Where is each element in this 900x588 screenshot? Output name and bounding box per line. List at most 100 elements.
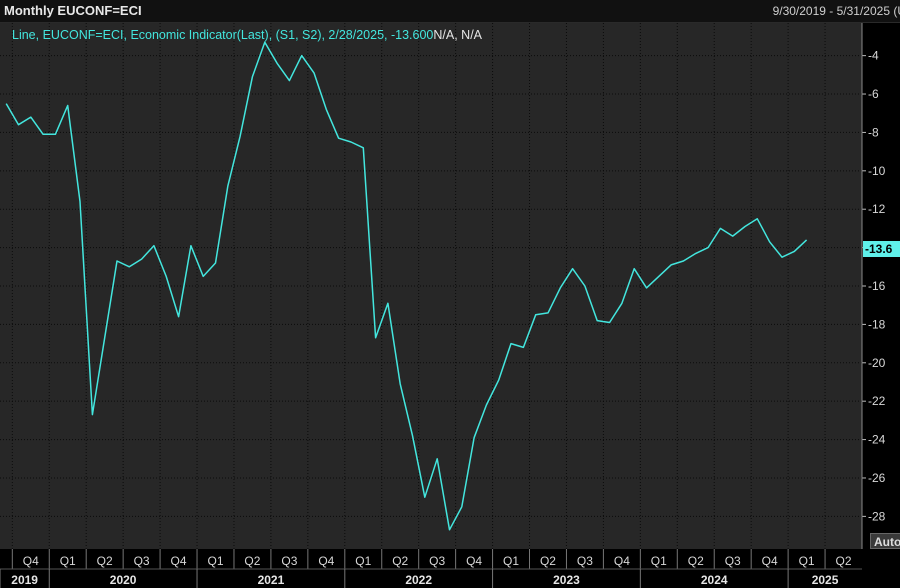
data-point[interactable] bbox=[127, 265, 131, 269]
data-point[interactable] bbox=[706, 246, 710, 250]
legend-na: N/A, N/A bbox=[433, 28, 483, 42]
auto-scale-button[interactable]: Auto bbox=[870, 533, 900, 549]
data-point[interactable] bbox=[743, 224, 747, 228]
data-point[interactable] bbox=[140, 257, 144, 261]
data-point[interactable] bbox=[534, 313, 538, 317]
y-tick-label: -18 bbox=[868, 317, 886, 331]
data-point[interactable] bbox=[250, 75, 254, 79]
x-quarter-label: Q2 bbox=[688, 554, 704, 568]
data-point[interactable] bbox=[435, 457, 439, 461]
grid-lines bbox=[0, 23, 862, 549]
data-point[interactable] bbox=[805, 238, 809, 242]
y-tick-label: -20 bbox=[868, 356, 886, 370]
legend[interactable]: Line, EUCONF=ECI, Economic Indicator(Las… bbox=[12, 28, 482, 42]
data-point[interactable] bbox=[177, 315, 181, 319]
data-point[interactable] bbox=[768, 240, 772, 244]
data-point[interactable] bbox=[226, 184, 230, 188]
data-point[interactable] bbox=[324, 107, 328, 111]
y-tick-label: -24 bbox=[868, 433, 886, 447]
data-point[interactable] bbox=[214, 261, 218, 265]
data-point[interactable] bbox=[337, 136, 341, 140]
data-point[interactable] bbox=[189, 244, 193, 248]
data-point[interactable] bbox=[4, 102, 8, 106]
data-point[interactable] bbox=[546, 311, 550, 315]
x-quarter-label: Q3 bbox=[577, 554, 593, 568]
data-point[interactable] bbox=[620, 301, 624, 305]
data-point[interactable] bbox=[509, 342, 513, 346]
data-point[interactable] bbox=[447, 528, 451, 532]
x-year-label: 2023 bbox=[553, 573, 580, 587]
data-point[interactable] bbox=[681, 259, 685, 263]
x-quarter-label: Q2 bbox=[392, 554, 408, 568]
data-point[interactable] bbox=[669, 263, 673, 267]
data-point[interactable] bbox=[386, 301, 390, 305]
plot-area[interactable] bbox=[0, 23, 862, 549]
data-point[interactable] bbox=[90, 413, 94, 417]
y-tick-label: -26 bbox=[868, 471, 886, 485]
x-year-label: 2022 bbox=[405, 573, 432, 587]
series-polyline[interactable] bbox=[5, 41, 808, 531]
last-value-badge: -13.6 bbox=[863, 241, 900, 257]
y-tick-label: -6 bbox=[868, 87, 879, 101]
y-tick-label: -22 bbox=[868, 394, 886, 408]
data-point[interactable] bbox=[349, 140, 353, 144]
data-point[interactable] bbox=[164, 274, 168, 278]
y-tick-label: -4 bbox=[868, 49, 879, 63]
x-quarter-label: Q2 bbox=[244, 554, 260, 568]
data-point[interactable] bbox=[152, 244, 156, 248]
data-point[interactable] bbox=[718, 226, 722, 230]
data-point[interactable] bbox=[66, 104, 70, 108]
x-quarter-label: Q2 bbox=[836, 554, 852, 568]
data-point[interactable] bbox=[29, 115, 33, 119]
data-point[interactable] bbox=[115, 259, 119, 263]
data-point[interactable] bbox=[521, 345, 525, 349]
data-point[interactable] bbox=[16, 123, 20, 127]
data-point[interactable] bbox=[361, 146, 365, 150]
data-point[interactable] bbox=[595, 319, 599, 323]
data-point[interactable] bbox=[780, 255, 784, 259]
data-point[interactable] bbox=[41, 132, 45, 136]
data-point[interactable] bbox=[312, 71, 316, 75]
data-point[interactable] bbox=[201, 274, 205, 278]
data-point[interactable] bbox=[583, 284, 587, 288]
y-axis-ticks: -4-6-8-10-12-14-16-18-20-22-24-26-28 bbox=[861, 23, 886, 549]
data-point[interactable] bbox=[694, 251, 698, 255]
data-point[interactable] bbox=[238, 134, 242, 138]
data-point[interactable] bbox=[423, 495, 427, 499]
data-point[interactable] bbox=[460, 505, 464, 509]
line-chart[interactable]: -4-6-8-10-12-14-16-18-20-22-24-26-28 Q4Q… bbox=[0, 23, 900, 588]
x-quarter-label: Q1 bbox=[651, 554, 667, 568]
data-point[interactable] bbox=[792, 249, 796, 253]
x-quarter-label: Q1 bbox=[503, 554, 519, 568]
data-point[interactable] bbox=[645, 286, 649, 290]
data-point[interactable] bbox=[571, 267, 575, 271]
data-point[interactable] bbox=[497, 378, 501, 382]
x-quarter-label: Q4 bbox=[318, 554, 334, 568]
y-tick-label: -16 bbox=[868, 279, 886, 293]
x-quarter-label: Q1 bbox=[355, 554, 371, 568]
x-year-label: 2020 bbox=[110, 573, 137, 587]
data-point[interactable] bbox=[103, 336, 107, 340]
x-year-label: 2021 bbox=[258, 573, 285, 587]
data-point[interactable] bbox=[657, 274, 661, 278]
data-point[interactable] bbox=[374, 336, 378, 340]
data-point[interactable] bbox=[731, 234, 735, 238]
data-point[interactable] bbox=[275, 61, 279, 65]
x-year-label: 2025 bbox=[812, 573, 839, 587]
data-point[interactable] bbox=[411, 434, 415, 438]
x-quarter-label: Q4 bbox=[466, 554, 482, 568]
data-point[interactable] bbox=[632, 267, 636, 271]
data-point[interactable] bbox=[287, 79, 291, 83]
legend-entry: Line, EUCONF=ECI, Economic Indicator(Las… bbox=[12, 28, 434, 42]
data-point[interactable] bbox=[398, 382, 402, 386]
data-point[interactable] bbox=[300, 54, 304, 58]
chart-title: Monthly EUCONF=ECI bbox=[4, 3, 142, 18]
data-point[interactable] bbox=[558, 286, 562, 290]
data-point[interactable] bbox=[608, 320, 612, 324]
data-point[interactable] bbox=[78, 200, 82, 204]
data-point[interactable] bbox=[472, 436, 476, 440]
data-point[interactable] bbox=[755, 217, 759, 221]
date-range[interactable]: 9/30/2019 - 5/31/2025 (U bbox=[772, 4, 900, 18]
data-point[interactable] bbox=[53, 132, 57, 136]
data-point[interactable] bbox=[484, 403, 488, 407]
